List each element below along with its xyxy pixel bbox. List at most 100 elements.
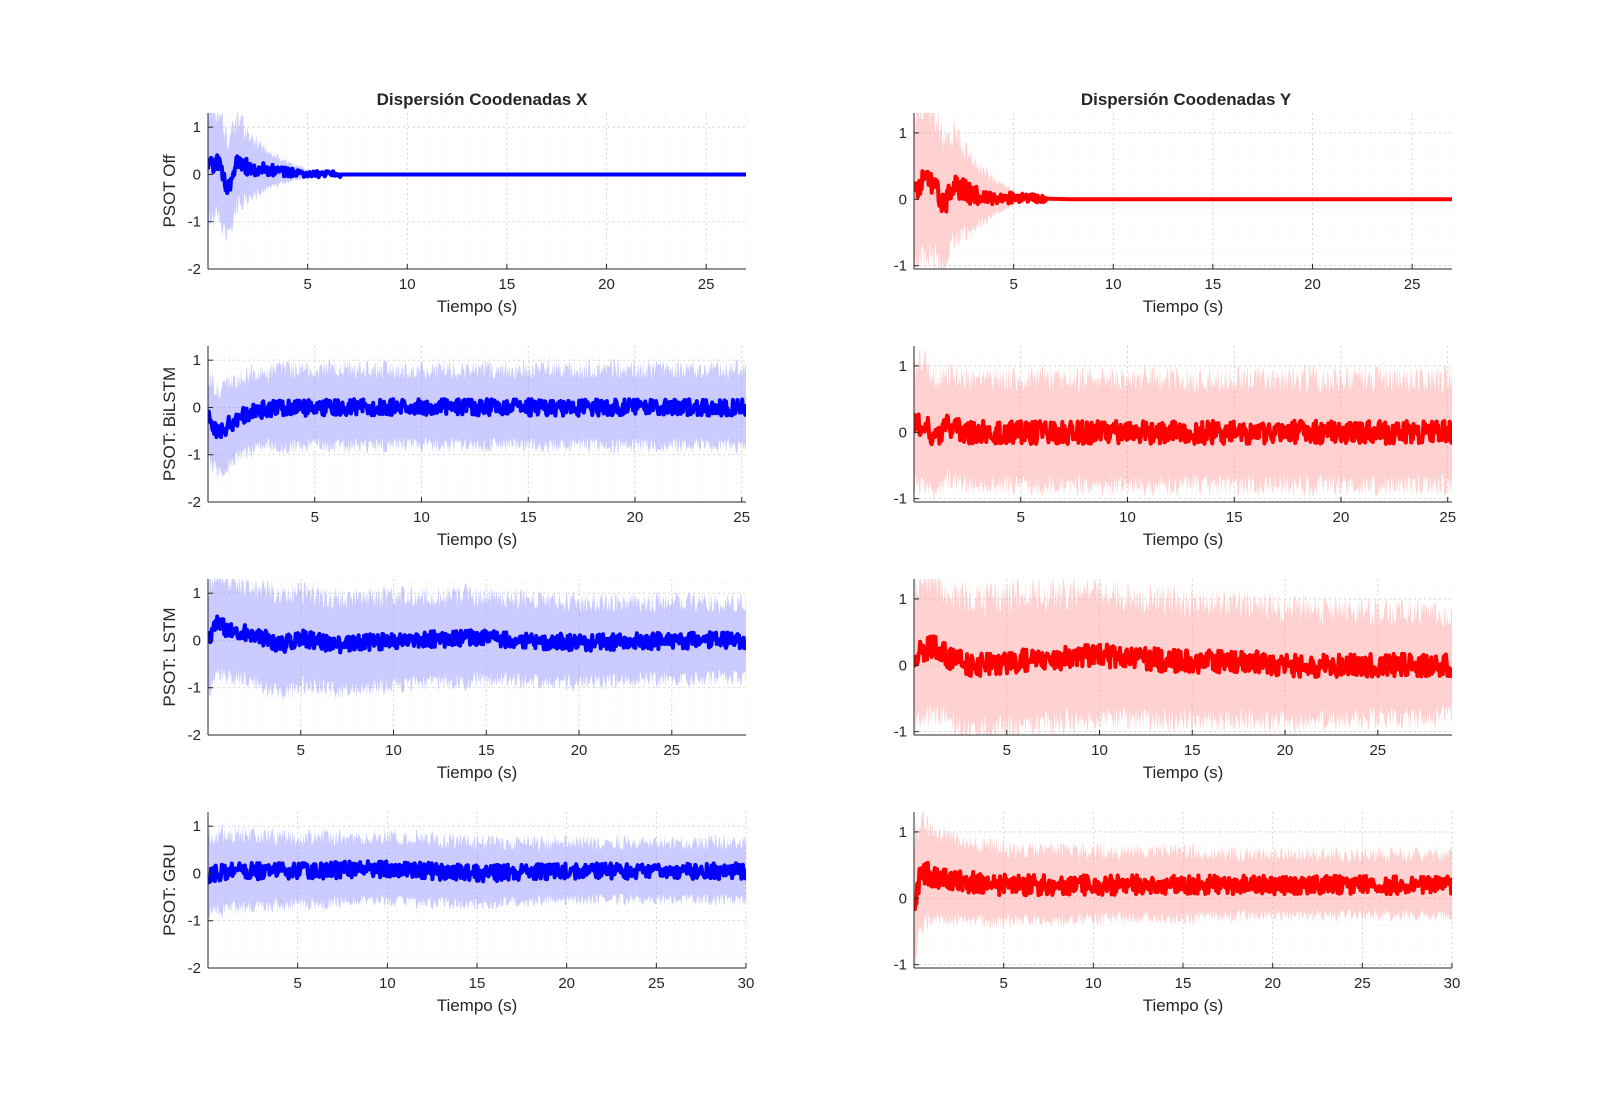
x-tick-label: 30 bbox=[738, 975, 755, 992]
y-tick-label: 1 bbox=[193, 352, 201, 369]
x-axis-label: Tiempo (s) bbox=[437, 996, 518, 1015]
x-tick-label: 10 bbox=[379, 975, 396, 992]
x-tick-label: 15 bbox=[1175, 975, 1192, 992]
mean-line bbox=[914, 412, 1452, 447]
x-tick-label: 10 bbox=[1105, 276, 1122, 293]
y-tick-label: 1 bbox=[899, 824, 907, 841]
subplot-5: 5 10 15 20 25 -2 -1 0 1 Tiempo (s) PSOT: LSTM bbox=[160, 579, 747, 782]
major-grid bbox=[208, 812, 747, 969]
mean-line bbox=[208, 397, 746, 440]
mean-line bbox=[208, 859, 746, 885]
y-tick-label: 0 bbox=[193, 632, 201, 649]
mean-line bbox=[208, 153, 746, 196]
column-title-x: Dispersión Coodenadas X bbox=[377, 90, 588, 109]
major-grid bbox=[208, 113, 746, 270]
x-tick-label: 20 bbox=[1304, 276, 1321, 293]
y-tick-label: 0 bbox=[193, 399, 201, 416]
x-tick-label: 5 bbox=[297, 742, 305, 759]
y-tick-label: -1 bbox=[188, 214, 201, 231]
x-tick-label: 20 bbox=[598, 276, 615, 293]
x-tick-label: 15 bbox=[499, 276, 516, 293]
y-tick-label: 0 bbox=[899, 191, 907, 208]
subplot-7: 5 10 15 20 25 30 -2 -1 0 1 Tiempo (s) PSOT: GRU bbox=[160, 812, 754, 1015]
y-tick-label: -2 bbox=[188, 960, 201, 977]
x-tick-label: 20 bbox=[558, 975, 575, 992]
major-grid bbox=[914, 113, 1452, 269]
y-tick-label: -1 bbox=[894, 258, 907, 275]
x-tick-label: 15 bbox=[478, 742, 495, 759]
x-tick-label: 15 bbox=[520, 509, 537, 526]
y-tick-label: 0 bbox=[899, 890, 907, 907]
y-tick-label: 0 bbox=[899, 657, 907, 674]
x-tick-label: 20 bbox=[1277, 742, 1294, 759]
x-tick-label: 5 bbox=[1017, 509, 1025, 526]
x-tick-label: 25 bbox=[1369, 742, 1386, 759]
x-tick-label: 15 bbox=[1184, 742, 1201, 759]
x-tick-label: 15 bbox=[469, 975, 486, 992]
x-axis-label: Tiempo (s) bbox=[437, 297, 518, 316]
minor-grid bbox=[207, 579, 747, 736]
subplot-4: 5 10 15 20 25 -1 0 1 Tiempo (s) bbox=[894, 346, 1456, 549]
y-tick-label: 0 bbox=[193, 166, 201, 183]
x-tick-label: 25 bbox=[698, 276, 715, 293]
x-axis-label: Tiempo (s) bbox=[1143, 530, 1224, 549]
subplot-2: 5 10 15 20 25 -1 0 1 Tiempo (s) bbox=[894, 113, 1453, 316]
x-tick-label: 25 bbox=[1439, 509, 1456, 526]
x-tick-label: 25 bbox=[648, 975, 665, 992]
y-tick-label: 0 bbox=[899, 424, 907, 441]
mean-line bbox=[914, 860, 1452, 912]
x-tick-label: 5 bbox=[303, 276, 311, 293]
major-grid bbox=[914, 812, 1453, 968]
x-tick-label: 25 bbox=[1354, 975, 1371, 992]
x-tick-label: 25 bbox=[1404, 276, 1421, 293]
y-tick-label: -2 bbox=[188, 261, 201, 278]
x-tick-label: 30 bbox=[1444, 975, 1461, 992]
x-tick-label: 20 bbox=[571, 742, 588, 759]
major-grid bbox=[208, 579, 746, 736]
y-tick-label: 1 bbox=[899, 358, 907, 375]
y-tick-label: -2 bbox=[188, 727, 201, 744]
dispersion-band bbox=[914, 579, 1452, 735]
y-tick-label: 1 bbox=[899, 125, 907, 142]
y-tick-label: -1 bbox=[188, 680, 201, 697]
minor-grid bbox=[207, 113, 747, 270]
y-tick-label: -2 bbox=[188, 494, 201, 511]
major-grid bbox=[914, 579, 1452, 735]
x-tick-label: 10 bbox=[399, 276, 416, 293]
mean-line bbox=[914, 634, 1452, 679]
x-tick-label: 20 bbox=[627, 509, 644, 526]
y-tick-label: 0 bbox=[193, 865, 201, 882]
subplot-1: 5 10 15 20 25 -2 -1 0 1 Tiempo (s) PSOT Off bbox=[160, 113, 747, 316]
x-tick-label: 10 bbox=[385, 742, 402, 759]
x-axis-label: Tiempo (s) bbox=[437, 530, 518, 549]
x-tick-label: 20 bbox=[1333, 509, 1350, 526]
subplot-8: 5 10 15 20 25 30 -1 0 1 Tiempo (s) bbox=[894, 812, 1461, 1015]
y-tick-label: 1 bbox=[193, 119, 201, 136]
subplot-3: 5 10 15 20 25 -2 -1 0 1 Tiempo (s) PSOT: BiLSTM bbox=[160, 346, 750, 549]
x-axis-label: Tiempo (s) bbox=[1143, 297, 1224, 316]
minor-grid bbox=[207, 346, 746, 503]
x-tick-label: 10 bbox=[1085, 975, 1102, 992]
y-tick-label: -1 bbox=[188, 913, 201, 930]
x-tick-label: 10 bbox=[1119, 509, 1136, 526]
subplot-6: 5 10 15 20 25 -1 0 1 Tiempo (s) bbox=[894, 579, 1453, 782]
x-tick-label: 5 bbox=[293, 975, 301, 992]
x-tick-label: 10 bbox=[413, 509, 430, 526]
y-axis-label: PSOT Off bbox=[160, 154, 179, 227]
dispersion-band bbox=[208, 359, 746, 482]
x-tick-label: 5 bbox=[311, 509, 319, 526]
x-axis-label: Tiempo (s) bbox=[1143, 996, 1224, 1015]
y-axis-label: PSOT: BiLSTM bbox=[160, 367, 179, 481]
x-tick-label: 10 bbox=[1091, 742, 1108, 759]
y-tick-label: 1 bbox=[899, 591, 907, 608]
y-tick-label: -1 bbox=[894, 491, 907, 508]
minor-grid bbox=[913, 579, 1453, 735]
x-tick-label: 20 bbox=[1264, 975, 1281, 992]
major-grid bbox=[208, 346, 746, 503]
x-tick-label: 25 bbox=[663, 742, 680, 759]
x-tick-label: 5 bbox=[999, 975, 1007, 992]
y-tick-label: -1 bbox=[894, 957, 907, 974]
mean-line bbox=[208, 614, 746, 655]
x-tick-label: 15 bbox=[1226, 509, 1243, 526]
